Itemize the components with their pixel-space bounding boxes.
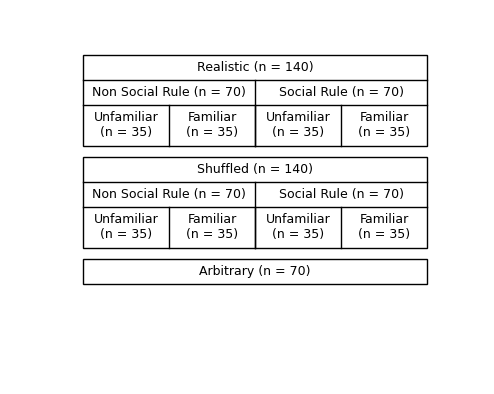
Text: Familiar
(n = 35): Familiar (n = 35) [186, 213, 238, 242]
Text: Unfamiliar
(n = 35): Unfamiliar (n = 35) [266, 111, 330, 139]
Text: Arbitrary (n = 70): Arbitrary (n = 70) [200, 265, 311, 278]
Text: Social Rule (n = 70): Social Rule (n = 70) [279, 188, 404, 201]
Text: Shuffled (n = 140): Shuffled (n = 140) [197, 163, 313, 176]
Text: Familiar
(n = 35): Familiar (n = 35) [186, 111, 238, 139]
Text: Social Rule (n = 70): Social Rule (n = 70) [279, 85, 404, 98]
Text: Non Social Rule (n = 70): Non Social Rule (n = 70) [92, 85, 246, 98]
Text: Familiar
(n = 35): Familiar (n = 35) [358, 111, 411, 139]
Text: Familiar
(n = 35): Familiar (n = 35) [358, 213, 411, 242]
Text: Realistic (n = 140): Realistic (n = 140) [197, 61, 313, 74]
Text: Unfamiliar
(n = 35): Unfamiliar (n = 35) [93, 213, 158, 242]
Text: Unfamiliar
(n = 35): Unfamiliar (n = 35) [266, 213, 330, 242]
Bar [83, 157, 427, 248]
Bar [83, 55, 427, 145]
Text: Non Social Rule (n = 70): Non Social Rule (n = 70) [92, 188, 246, 201]
Text: Unfamiliar
(n = 35): Unfamiliar (n = 35) [93, 111, 158, 139]
Bar [83, 259, 427, 284]
